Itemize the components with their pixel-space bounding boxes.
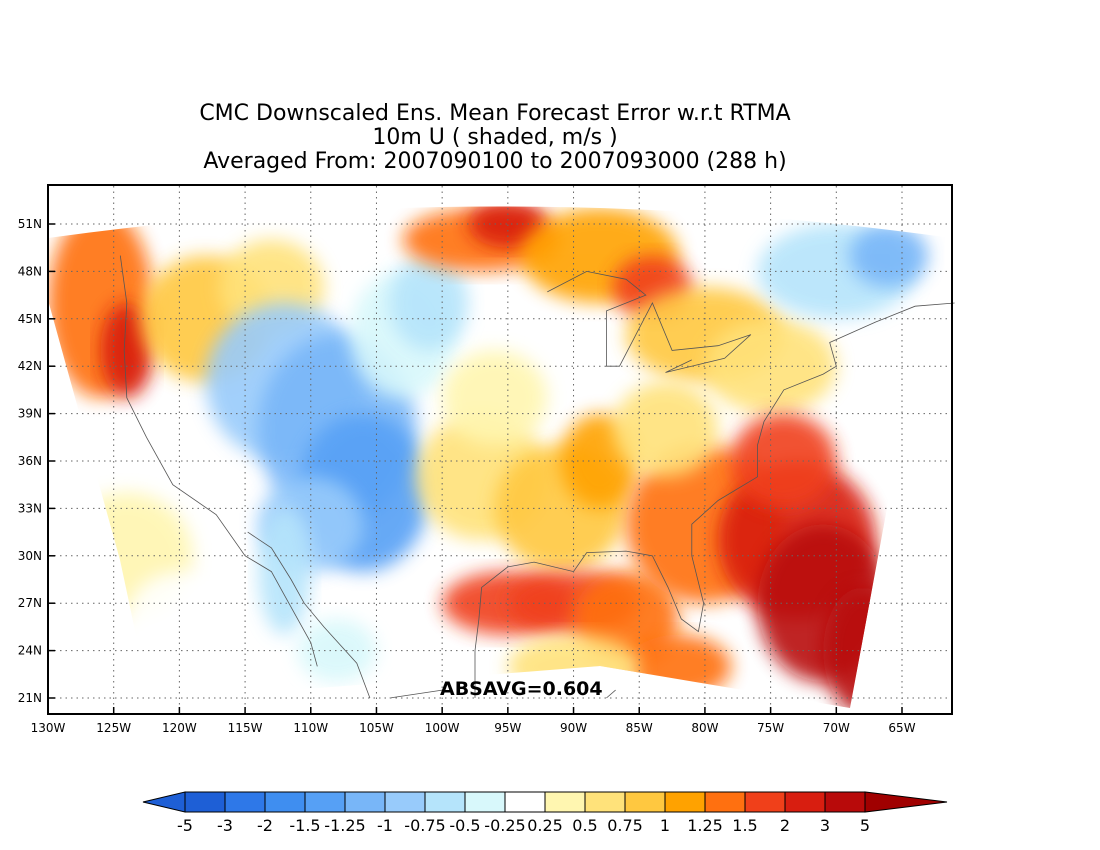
colorbar-level-label: -1.5: [289, 816, 320, 835]
colorbar-swatch: [384, 791, 426, 813]
colorbar-level-label: -3: [217, 816, 233, 835]
coastline-4: [389, 689, 443, 699]
colorbar-level-label: -0.5: [449, 816, 480, 835]
lat-tick-label: 51N: [18, 217, 42, 231]
shading-cell-29: [626, 634, 732, 699]
colorbar-arrow-left: [142, 791, 186, 813]
lon-tick-label: 75W: [757, 721, 784, 735]
colorbar-swatch: [424, 791, 466, 813]
lon-tick-label: 115W: [228, 721, 263, 735]
shading-cell-33: [258, 508, 311, 635]
shading-cell-32: [126, 571, 232, 667]
colorbar-labels: -5 -3 -2 -1.5 -1.25 -1 -0.75 -0.5 -0.25 0.25 0.5 0.…: [177, 816, 870, 835]
map-frame: [47, 184, 953, 715]
lon-tick-label: 90W: [560, 721, 587, 735]
colorbar-level-label: 3: [820, 816, 830, 835]
colorbar: [142, 791, 948, 813]
colorbar-swatch: [584, 791, 626, 813]
lon-tick-label: 80W: [691, 721, 718, 735]
longitude-labels: 130W 125W 120W 115W 110W 105W 100W 95W 90W 85W 80W…: [31, 707, 916, 735]
colorbar-arrow-right: [864, 791, 948, 813]
lon-tick-label: 120W: [162, 721, 197, 735]
latitude-labels: 21N 24N 27N 30N 33N 36N 39N 42N 45N 48N 51N: [18, 217, 55, 705]
lat-tick-label: 39N: [18, 407, 42, 421]
lon-tick-label: 70W: [823, 721, 850, 735]
colorbar-level-label: -0.75: [404, 816, 445, 835]
colorbar-level-label: 0.75: [607, 816, 643, 835]
colorbar-swatch: [664, 791, 706, 813]
colorbar-level-label: 5: [860, 816, 870, 835]
colorbar-swatch: [464, 791, 506, 813]
colorbar-level-label: -2: [257, 816, 273, 835]
colorbar-level-label: 0.5: [572, 816, 597, 835]
title-block: CMC Downscaled Ens. Mean Forecast Error …: [0, 102, 990, 174]
error-shading: [48, 206, 952, 708]
lon-tick-label: 110W: [293, 721, 328, 735]
colorbar-swatch: [544, 791, 586, 813]
colorbar-swatch: [344, 791, 386, 813]
lon-tick-label: 125W: [96, 721, 131, 735]
colorbar-level-label: 1: [660, 816, 670, 835]
colorbar-level-label: 1.5: [732, 816, 757, 835]
colorbar-level-label: -1.25: [324, 816, 365, 835]
shading-cell-36: [612, 382, 719, 477]
colorbar-swatch: [824, 791, 866, 813]
absavg-annotation: ABSAVG=0.604: [440, 678, 603, 700]
title-line-3: Averaged From: 2007090100 to 2007093000 …: [203, 149, 787, 174]
colorbar-swatch: [304, 791, 346, 813]
lon-tick-label: 95W: [494, 721, 521, 735]
lat-lon-grid: [49, 186, 951, 713]
lon-tick-label: 130W: [31, 721, 66, 735]
colorbar-level-label: 2: [780, 816, 790, 835]
lat-tick-label: 33N: [18, 501, 42, 515]
lat-tick-label: 27N: [18, 596, 42, 610]
coastline-1: [247, 531, 371, 699]
lon-tick-label: 105W: [359, 721, 394, 735]
lat-tick-label: 42N: [18, 359, 42, 373]
shading-cell-28: [731, 413, 837, 509]
shading-cell-11: [468, 206, 548, 248]
colorbar-level-label: -5: [177, 816, 193, 835]
lat-tick-label: 30N: [18, 549, 42, 563]
colorbar-level-label: -0.25: [484, 816, 525, 835]
colorbar-swatch: [504, 791, 546, 813]
lat-tick-label: 45N: [18, 312, 42, 326]
lat-tick-label: 36N: [18, 454, 42, 468]
coastline-5: [606, 689, 616, 699]
colorbar-swatch: [184, 791, 226, 813]
colorbar-swatch: [704, 791, 746, 813]
coastline-3: [547, 270, 752, 373]
colorbar-swatch: [784, 791, 826, 813]
lat-tick-label: 24N: [18, 644, 42, 658]
title-line-2: 10m U ( shaded, m/s ): [372, 125, 618, 150]
lon-tick-label: 100W: [425, 721, 460, 735]
colorbar-level-label: 0.25: [527, 816, 563, 835]
title-line-1: CMC Downscaled Ens. Mean Forecast Error …: [199, 101, 791, 126]
lon-tick-label: 65W: [888, 721, 915, 735]
lat-tick-label: 48N: [18, 264, 42, 278]
colorbar-level-label: 1.25: [687, 816, 723, 835]
shading-cell-27: [823, 587, 902, 708]
shading-cell-34: [297, 619, 377, 683]
coastline-0: [119, 255, 318, 667]
lat-tick-label: 21N: [18, 691, 42, 705]
shading-cell-17: [849, 224, 929, 288]
lon-tick-label: 85W: [626, 721, 653, 735]
shading-cell-35: [442, 350, 548, 446]
colorbar-swatch: [624, 791, 666, 813]
colorbar-swatch: [224, 791, 266, 813]
shading-cell-9: [389, 255, 469, 351]
colorbar-level-label: -1: [377, 816, 393, 835]
colorbar-swatch: [264, 791, 306, 813]
colorbar-swatch: [744, 791, 786, 813]
